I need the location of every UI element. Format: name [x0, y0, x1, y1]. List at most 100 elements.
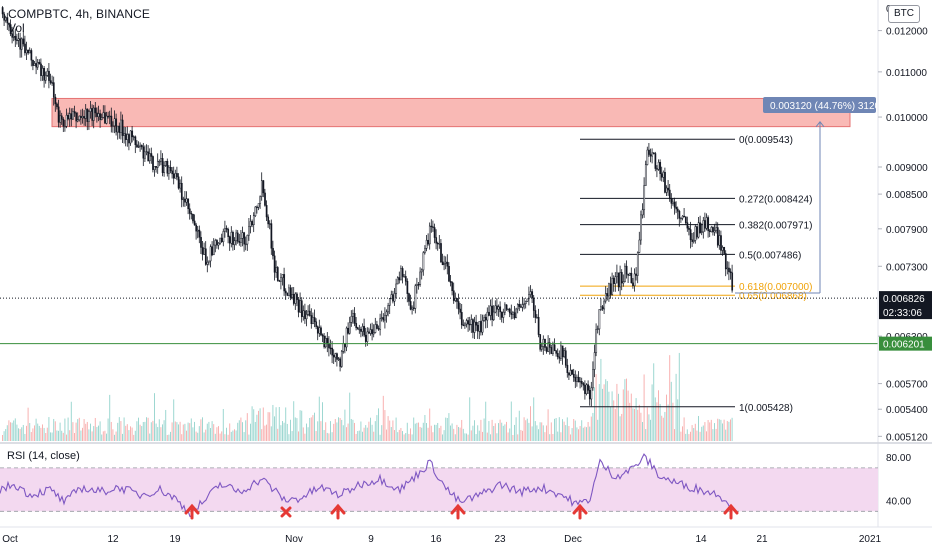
volume-bar	[358, 430, 360, 441]
volume-bar	[27, 407, 29, 441]
volume-bars	[2, 352, 733, 441]
volume-bar	[99, 421, 101, 441]
price-axis[interactable]: 0.012000 0.011000 0.010000 0.009000 0.008500…	[877, 0, 932, 527]
volume-bar	[731, 417, 733, 441]
candle-body	[556, 353, 559, 358]
volume-bar	[291, 431, 293, 441]
volume-bar	[42, 424, 43, 441]
volume-bar	[189, 423, 191, 441]
candle-body	[241, 232, 244, 239]
candle-body	[518, 304, 521, 307]
volume-bar	[317, 421, 319, 441]
volume-bar	[592, 412, 594, 441]
candle-body	[65, 114, 68, 127]
volume-bar	[334, 418, 336, 441]
candle-body	[283, 274, 286, 292]
volume-bar	[251, 406, 253, 441]
volume-bar	[34, 425, 35, 441]
candle-body	[395, 283, 398, 294]
volume-bar	[464, 433, 466, 441]
volume-bar	[454, 434, 456, 441]
volume-bar	[400, 427, 402, 441]
candle-body	[187, 198, 190, 210]
candle-body	[460, 312, 463, 326]
volume-bar	[336, 422, 338, 441]
candle-body	[707, 217, 710, 232]
volume-bar	[538, 429, 539, 441]
candle-body	[204, 248, 207, 265]
volume-bar	[475, 434, 477, 441]
candle-body	[520, 306, 522, 308]
rsi-tick-label: 40.00	[886, 496, 911, 507]
candle-body	[19, 38, 22, 50]
volume-bar	[626, 378, 627, 441]
volume-bar	[266, 424, 267, 441]
candle-body	[521, 304, 524, 308]
candle-body	[617, 272, 620, 288]
volume-bar	[123, 417, 125, 441]
currency-badge[interactable]: BTC	[888, 5, 920, 23]
volume-bar	[666, 394, 667, 441]
volume-bar	[589, 426, 591, 441]
candle-body	[220, 237, 223, 242]
candle-body	[664, 171, 666, 193]
volume-bar	[571, 428, 573, 441]
candle-body	[132, 136, 135, 138]
candle-body	[475, 321, 478, 326]
volume-bar	[581, 420, 583, 441]
volume-bar	[210, 428, 211, 441]
candle-body	[438, 243, 441, 245]
volume-bar	[389, 420, 391, 441]
volume-bar	[370, 417, 371, 441]
candle-body	[667, 187, 670, 191]
rsi-pane: 80.00 40.00	[0, 442, 932, 520]
y-tick-label: 0.007900	[886, 225, 928, 236]
volume-bar	[13, 420, 15, 441]
volume-bar	[373, 431, 375, 441]
candle-body	[451, 282, 454, 292]
volume-bar	[293, 401, 295, 441]
candle-body	[113, 118, 116, 127]
candle-body	[278, 280, 281, 282]
volume-bar	[181, 434, 183, 441]
candle-body	[236, 232, 239, 242]
candle-body	[225, 228, 228, 230]
candle-body	[507, 308, 510, 311]
candle-body	[150, 153, 153, 157]
volume-bar	[280, 425, 282, 441]
candle-body	[267, 216, 270, 225]
candle-body	[427, 239, 430, 245]
candle-body	[361, 326, 364, 332]
volume-bar	[78, 417, 80, 441]
candle-body	[355, 323, 358, 328]
volume-bar	[605, 379, 607, 441]
candle-body	[374, 324, 377, 333]
fib-retracement: 0(0.009543) 0.272(0.008424) 0.382(0.007971…	[580, 135, 812, 414]
candle-body	[1, 7, 4, 15]
x-tick-label: 19	[169, 534, 181, 545]
y-tick-label: 0.005400	[886, 405, 928, 416]
volume-bar	[565, 425, 567, 441]
volume-bar	[586, 427, 587, 441]
candle-body	[342, 343, 345, 352]
candle-body	[430, 225, 433, 228]
volume-bar	[238, 420, 240, 441]
volume-bar	[190, 418, 192, 441]
volume-bar	[275, 407, 277, 441]
candle-body	[702, 220, 705, 233]
candle-body	[606, 293, 609, 297]
time-axis[interactable]: Oct 12 19 Nov 9 16 23 Dec 14 21 2021	[0, 526, 932, 545]
candle-body	[334, 353, 337, 358]
rsi-up-arrow	[723, 503, 739, 520]
candle-body	[628, 272, 631, 276]
volume-bar	[394, 430, 395, 441]
rsi-up-arrow	[450, 503, 466, 520]
candle-body	[513, 312, 516, 319]
candle-body	[72, 111, 74, 120]
volume-bar	[618, 393, 619, 441]
volume-bar	[381, 425, 383, 441]
volume-bar	[144, 421, 146, 441]
volume-bar	[80, 430, 82, 441]
volume-bar	[717, 418, 719, 441]
